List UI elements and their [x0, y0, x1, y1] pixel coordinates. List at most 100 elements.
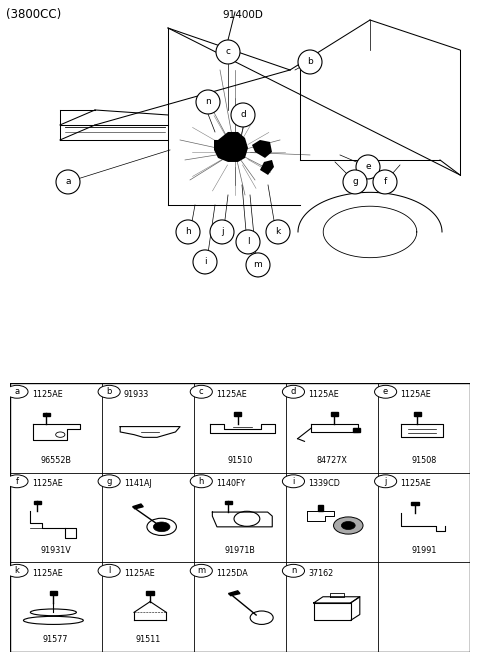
- Circle shape: [343, 170, 367, 194]
- Circle shape: [98, 565, 120, 577]
- Circle shape: [282, 565, 304, 577]
- Polygon shape: [260, 160, 274, 175]
- Text: 1125AE: 1125AE: [32, 569, 62, 578]
- Circle shape: [6, 475, 28, 488]
- Polygon shape: [228, 591, 240, 595]
- Polygon shape: [353, 428, 360, 432]
- Circle shape: [266, 220, 290, 244]
- Polygon shape: [214, 132, 248, 162]
- Circle shape: [246, 253, 270, 277]
- Circle shape: [356, 155, 380, 179]
- Circle shape: [190, 385, 212, 398]
- Text: c: c: [226, 47, 230, 56]
- Text: 1125AE: 1125AE: [124, 569, 155, 578]
- Text: j: j: [221, 227, 223, 236]
- Circle shape: [282, 385, 304, 398]
- Text: h: h: [185, 227, 191, 236]
- Circle shape: [341, 521, 355, 529]
- Polygon shape: [414, 413, 421, 416]
- Text: 1125DA: 1125DA: [216, 569, 248, 578]
- Text: k: k: [276, 227, 281, 236]
- Text: m: m: [253, 261, 263, 269]
- Text: b: b: [107, 387, 112, 396]
- Circle shape: [236, 230, 260, 254]
- Text: 96552B: 96552B: [40, 456, 71, 465]
- Text: 1339CD: 1339CD: [308, 479, 340, 489]
- Text: c: c: [199, 387, 204, 396]
- Text: 1125AE: 1125AE: [216, 390, 247, 399]
- Text: n: n: [205, 98, 211, 107]
- Circle shape: [374, 385, 396, 398]
- Text: i: i: [292, 477, 295, 486]
- Text: 91511: 91511: [135, 635, 160, 645]
- Text: e: e: [383, 387, 388, 396]
- Text: 91577: 91577: [43, 635, 69, 645]
- Polygon shape: [50, 591, 57, 595]
- Circle shape: [196, 90, 220, 114]
- Circle shape: [56, 170, 80, 194]
- Text: 1125AE: 1125AE: [32, 390, 62, 399]
- Text: 1125AE: 1125AE: [308, 390, 339, 399]
- Circle shape: [6, 565, 28, 577]
- Text: 91971B: 91971B: [225, 546, 255, 555]
- Polygon shape: [318, 506, 323, 511]
- Circle shape: [6, 385, 28, 398]
- Text: (3800CC): (3800CC): [6, 8, 61, 21]
- Text: 37162: 37162: [308, 569, 334, 578]
- Text: 91991: 91991: [412, 546, 437, 555]
- Circle shape: [98, 385, 120, 398]
- Text: 91931V: 91931V: [40, 546, 71, 555]
- Circle shape: [282, 475, 304, 488]
- Circle shape: [193, 250, 217, 274]
- Text: a: a: [65, 178, 71, 187]
- Text: f: f: [384, 178, 386, 187]
- Circle shape: [334, 517, 363, 534]
- Text: 1125AE: 1125AE: [32, 479, 62, 489]
- Text: b: b: [307, 58, 313, 67]
- Text: h: h: [199, 477, 204, 486]
- Circle shape: [190, 475, 212, 488]
- Polygon shape: [411, 502, 419, 506]
- Text: l: l: [247, 237, 249, 246]
- Text: 91933: 91933: [124, 390, 149, 399]
- Text: d: d: [240, 111, 246, 119]
- Polygon shape: [331, 413, 338, 416]
- Circle shape: [373, 170, 397, 194]
- Polygon shape: [234, 413, 241, 416]
- Text: n: n: [291, 567, 296, 575]
- Text: 1140FY: 1140FY: [216, 479, 245, 489]
- Text: 84727X: 84727X: [317, 456, 348, 465]
- Text: a: a: [14, 387, 20, 396]
- Circle shape: [231, 103, 255, 127]
- Text: l: l: [108, 567, 110, 575]
- Text: g: g: [352, 178, 358, 187]
- Polygon shape: [132, 504, 143, 509]
- Text: g: g: [107, 477, 112, 486]
- Text: k: k: [14, 567, 19, 575]
- Text: j: j: [384, 477, 387, 486]
- Polygon shape: [146, 591, 154, 595]
- Text: 1125AE: 1125AE: [400, 479, 431, 489]
- Polygon shape: [34, 501, 41, 504]
- Text: d: d: [291, 387, 296, 396]
- Polygon shape: [225, 500, 232, 504]
- Circle shape: [154, 522, 170, 532]
- Text: 91400D: 91400D: [222, 10, 263, 20]
- Polygon shape: [43, 413, 50, 416]
- Text: e: e: [365, 162, 371, 172]
- Circle shape: [210, 220, 234, 244]
- Text: i: i: [204, 257, 206, 267]
- Circle shape: [298, 50, 322, 74]
- Text: 91508: 91508: [412, 456, 437, 465]
- Text: f: f: [15, 477, 18, 486]
- Circle shape: [374, 475, 396, 488]
- Polygon shape: [252, 140, 272, 158]
- Circle shape: [176, 220, 200, 244]
- Circle shape: [190, 565, 212, 577]
- Circle shape: [98, 475, 120, 488]
- Text: m: m: [197, 567, 205, 575]
- Text: 1125AE: 1125AE: [400, 390, 431, 399]
- Text: 1141AJ: 1141AJ: [124, 479, 152, 489]
- Text: 91510: 91510: [228, 456, 252, 465]
- Circle shape: [216, 40, 240, 64]
